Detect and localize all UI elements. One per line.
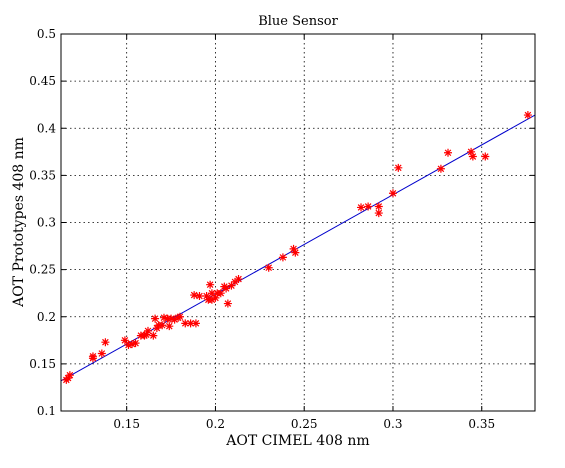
- data-point: [142, 330, 151, 339]
- axis-ticks: 0.15 0.2 0.25 0.3 0.35 0.1 0.15 0.2 0.25 0.3 0.35 0…: [29, 27, 535, 431]
- y-tick-label: 0.5: [37, 27, 56, 41]
- plot-area: [61, 34, 535, 411]
- data-point: [202, 292, 211, 301]
- data-point: [230, 277, 239, 286]
- data-point: [227, 281, 236, 290]
- data-point: [97, 349, 106, 358]
- data-point: [468, 152, 477, 161]
- x-tick-label: 0.3: [383, 417, 402, 431]
- data-point: [159, 313, 168, 322]
- data-point: [388, 189, 397, 198]
- data-point: [216, 289, 225, 298]
- data-point: [191, 319, 200, 328]
- data-point: [289, 244, 298, 253]
- data-point: [88, 354, 97, 363]
- data-point: [165, 322, 174, 331]
- data-point: [207, 289, 216, 298]
- y-tick-label: 0.2: [37, 310, 56, 324]
- data-point: [64, 374, 73, 383]
- data-point: [223, 299, 232, 308]
- data-point: [523, 111, 532, 120]
- y-tick-label: 0.35: [29, 168, 56, 182]
- data-points: [62, 111, 532, 384]
- data-point: [143, 326, 152, 335]
- data-point: [374, 202, 383, 211]
- data-point: [195, 292, 204, 301]
- data-point: [207, 295, 216, 304]
- data-point: [181, 319, 190, 328]
- data-point: [222, 284, 231, 293]
- data-point: [234, 275, 243, 284]
- data-point: [175, 312, 184, 321]
- data-point: [128, 340, 137, 349]
- data-point: [170, 315, 179, 324]
- data-point: [120, 336, 129, 345]
- data-point: [190, 291, 199, 300]
- data-point: [206, 280, 215, 289]
- data-point: [101, 338, 110, 347]
- data-point: [374, 209, 383, 218]
- x-tick-label: 0.15: [113, 417, 140, 431]
- data-point: [124, 341, 133, 350]
- data-point: [364, 202, 373, 211]
- y-tick-label: 0.3: [37, 216, 56, 230]
- y-tick-label: 0.4: [37, 121, 56, 135]
- x-tick-label: 0.35: [468, 417, 495, 431]
- data-point: [291, 248, 300, 257]
- data-point: [444, 148, 453, 157]
- x-tick-label: 0.2: [206, 417, 225, 431]
- y-axis-title: AOT Prototypes 408 nm: [11, 137, 27, 308]
- data-point: [357, 203, 366, 212]
- data-point: [394, 163, 403, 172]
- data-point: [167, 314, 176, 323]
- data-point: [152, 324, 161, 333]
- x-tick-label: 0.25: [291, 417, 318, 431]
- y-tick-label: 0.45: [29, 74, 56, 88]
- x-axis-title: AOT CIMEL 408 nm: [225, 433, 369, 449]
- y-tick-label: 0.1: [37, 404, 56, 418]
- y-tick-label: 0.15: [29, 357, 56, 371]
- data-point: [149, 331, 158, 340]
- data-point: [158, 321, 167, 330]
- data-point: [211, 293, 220, 302]
- chart-title: Blue Sensor: [258, 14, 338, 29]
- data-point: [151, 314, 160, 323]
- data-point: [467, 147, 476, 156]
- data-point: [481, 152, 490, 161]
- data-point: [278, 253, 287, 262]
- data-point: [186, 319, 195, 328]
- data-point: [436, 164, 445, 173]
- y-tick-label: 0.25: [29, 263, 56, 277]
- data-point: [264, 263, 273, 272]
- data-point: [131, 339, 140, 348]
- data-point: [65, 371, 74, 380]
